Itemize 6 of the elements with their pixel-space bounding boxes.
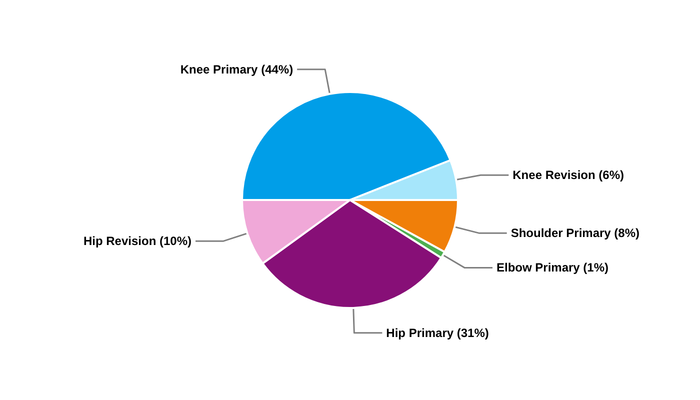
slice-label: Knee Primary (44%) xyxy=(180,62,294,76)
slice-label: Shoulder Primary (8%) xyxy=(510,226,640,240)
slice-label: Elbow Primary (1%) xyxy=(496,260,609,275)
slice-label: Hip Primary (31%) xyxy=(386,326,489,340)
slice-label: Knee Revision (6%) xyxy=(512,168,624,182)
slice-label: Hip Revision (10%) xyxy=(83,234,192,248)
